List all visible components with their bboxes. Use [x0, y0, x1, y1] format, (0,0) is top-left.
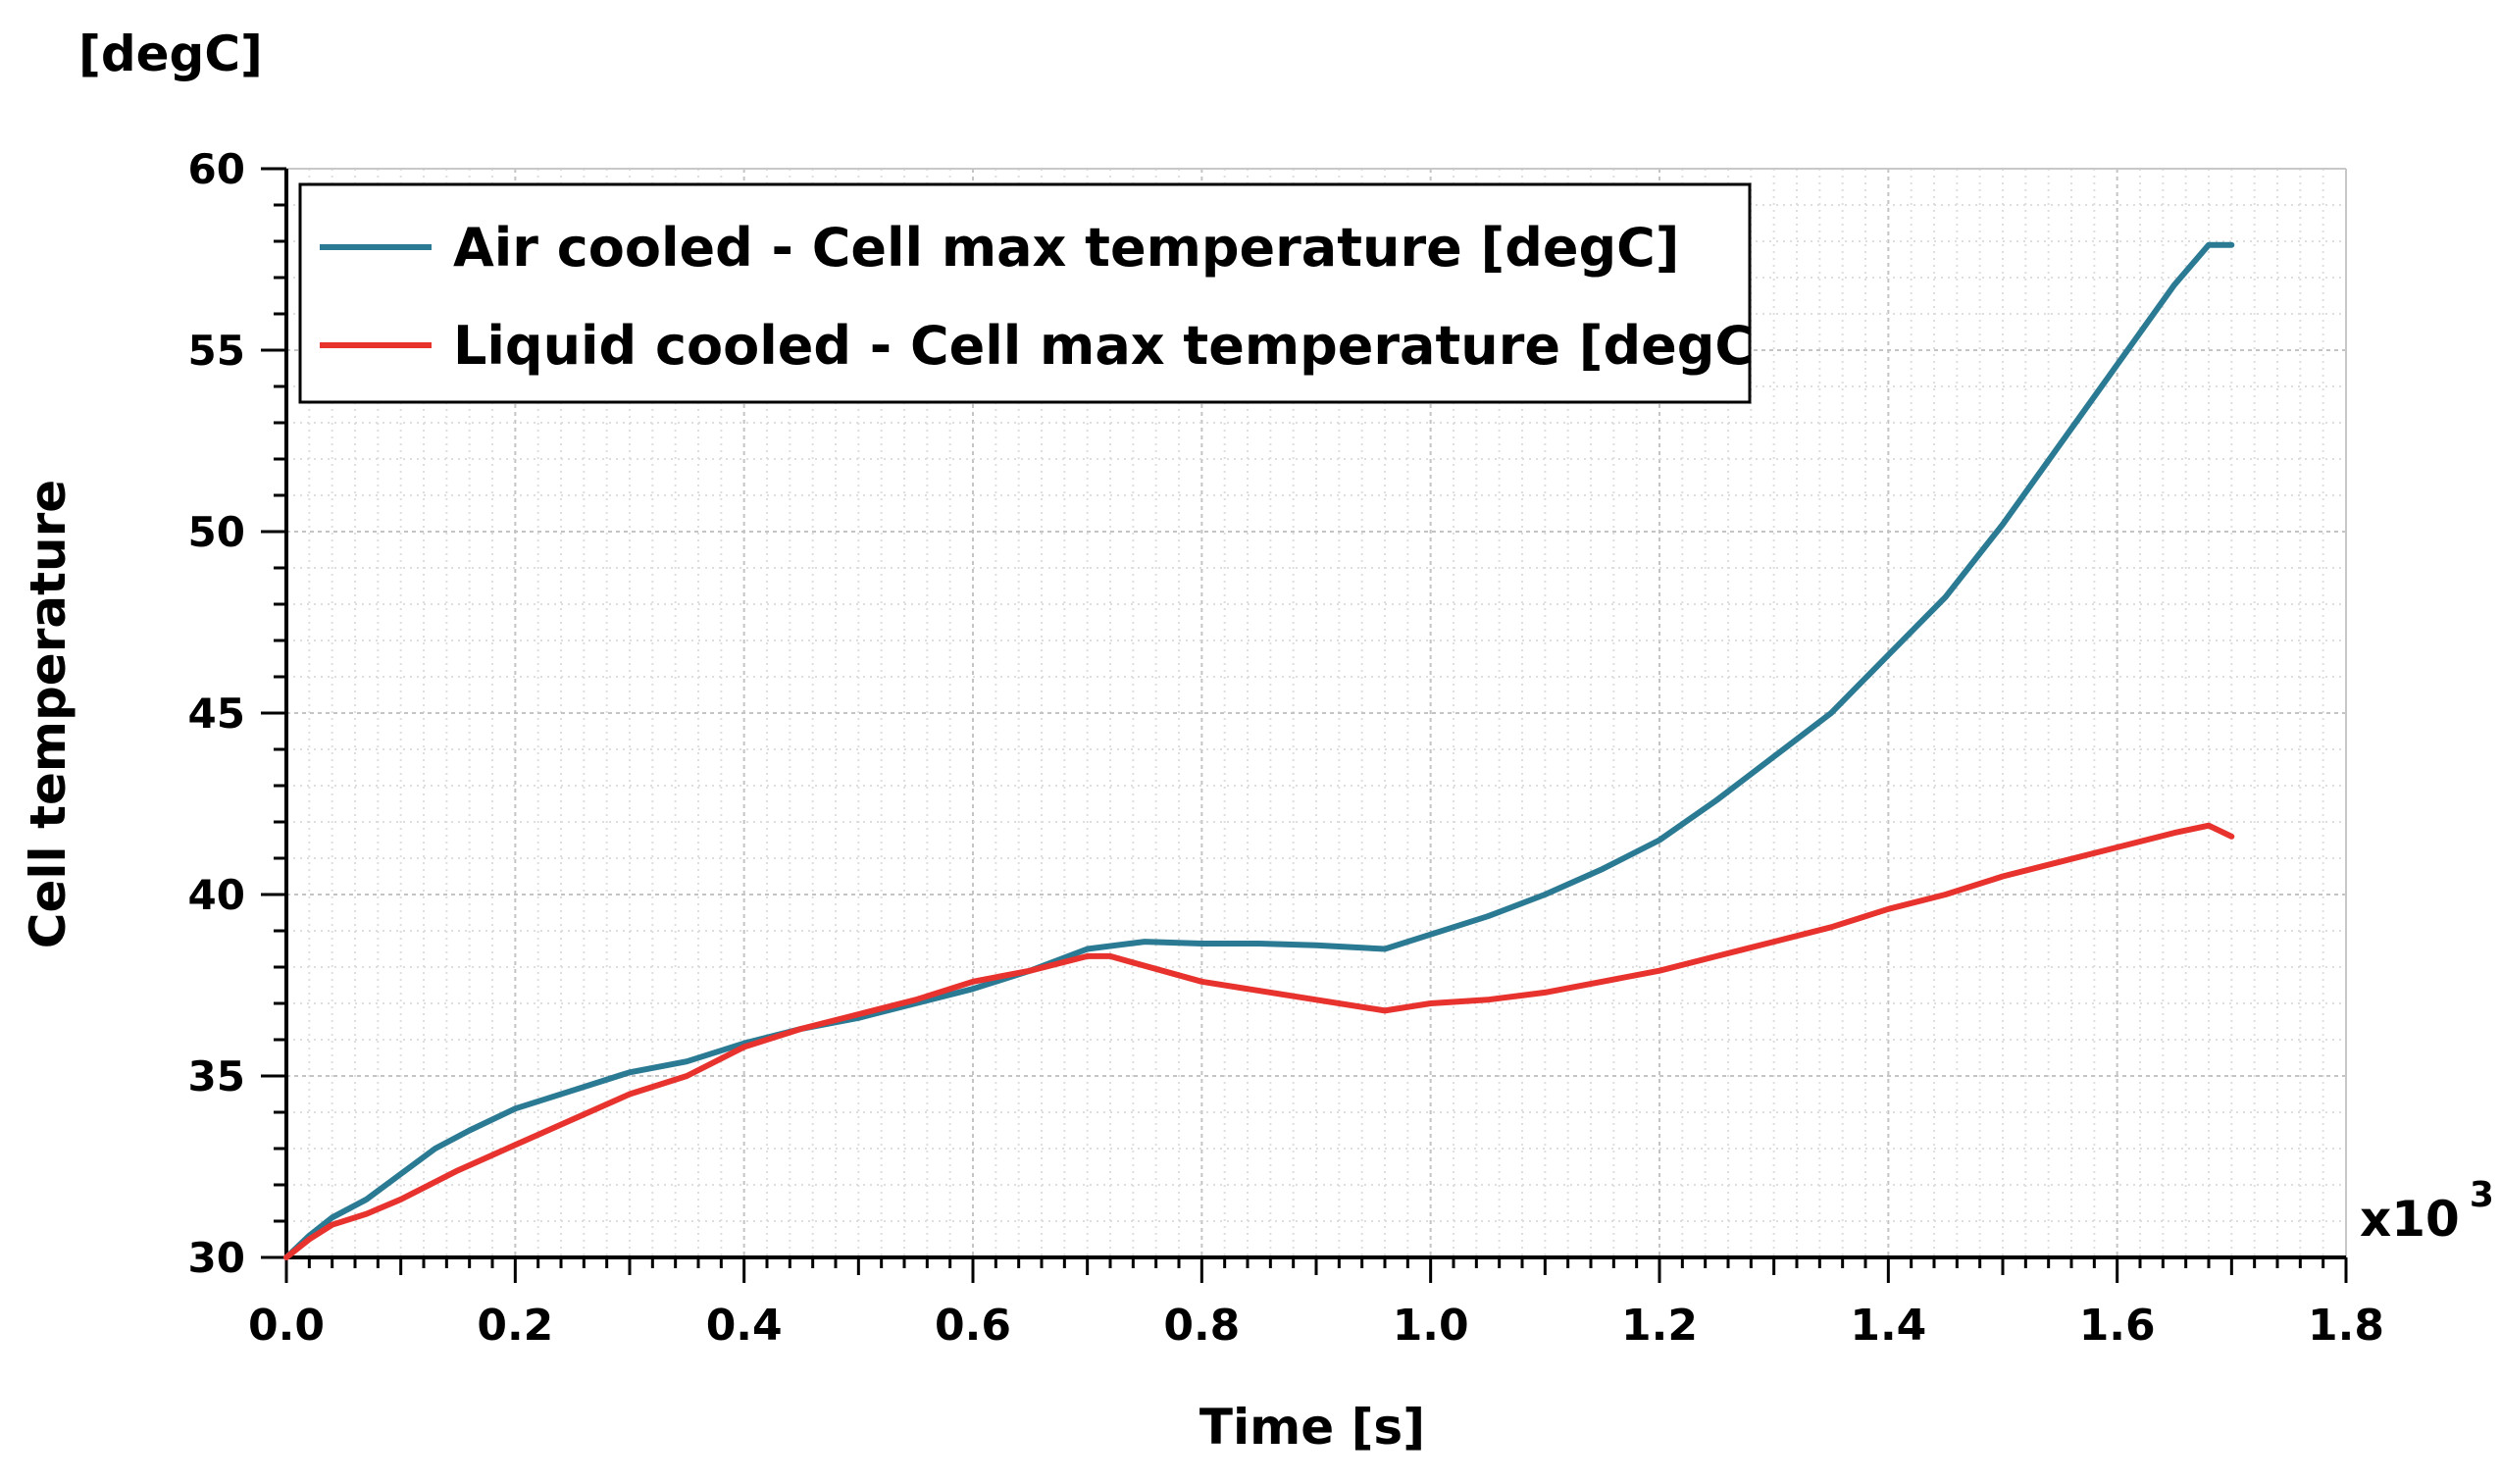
legend-box — [298, 182, 1752, 404]
y-tick-label: 45 — [188, 690, 245, 738]
gridlines — [285, 168, 2347, 1258]
x-tick-label: 0.4 — [706, 1301, 783, 1351]
x-tick-label: 1.4 — [1850, 1301, 1926, 1351]
x-tick-label: 0.8 — [1163, 1301, 1240, 1351]
tick-labels: 0.0 0.2 0.4 0.6 0.8 1.0 1.2 1.4 1.6 1.8 30 35 40 45 50… — [188, 145, 2384, 1351]
x-tick-label: 1.6 — [2079, 1301, 2156, 1351]
x-axis-title: Time [s] — [1199, 1399, 1425, 1456]
y-tick-label: 35 — [188, 1052, 245, 1100]
series-layer — [283, 241, 2235, 1260]
y-tick-label: 55 — [188, 327, 245, 375]
x-tick-label: 0.6 — [935, 1301, 1011, 1351]
y-tick-label: 60 — [188, 145, 245, 193]
x-multiplier-base: x10 — [2360, 1191, 2460, 1248]
x-tick-label: 1.2 — [1621, 1301, 1698, 1351]
x-tick-label: 0.0 — [248, 1301, 325, 1351]
y-tick-label: 50 — [188, 508, 245, 556]
x-tick-label: 1.0 — [1393, 1301, 1469, 1351]
x-tick-label: 1.8 — [2308, 1301, 2384, 1351]
y-tick-label: 30 — [188, 1234, 245, 1282]
y-tick-label: 40 — [188, 871, 245, 919]
series-line-air-cooled — [283, 241, 2235, 1260]
x-multiplier-exponent: 3 — [2470, 1175, 2494, 1215]
x-tick-label: 0.2 — [477, 1301, 553, 1351]
axes — [261, 167, 2348, 1283]
legend-label-liquid: Liquid cooled - Cell max temperature [de… — [453, 315, 1754, 377]
x-multiplier: x10 3 — [2360, 1175, 2494, 1248]
y-axis-title: Cell temperature — [20, 480, 77, 948]
legend: Air cooled - Cell max temperature [degC]… — [298, 182, 1754, 404]
legend-label-air: Air cooled - Cell max temperature [degC] — [453, 217, 1679, 279]
series-line-liquid-cooled — [283, 822, 2235, 1260]
y-unit-label: [degC] — [78, 26, 263, 82]
